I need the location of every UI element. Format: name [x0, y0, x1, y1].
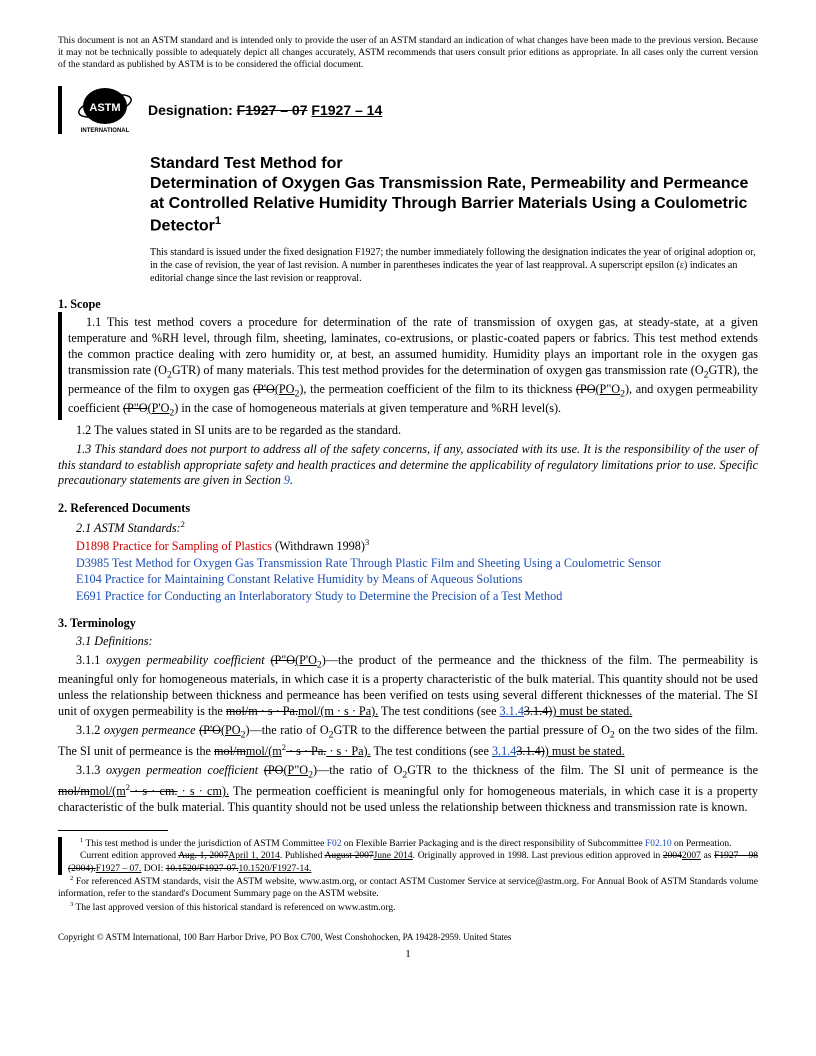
section-refs: 2. Referenced Documents 2.1 ASTM Standar… [58, 501, 758, 604]
reference-item: E104 Practice for Maintaining Constant R… [58, 571, 758, 587]
scope-head: 1. Scope [58, 297, 758, 312]
ref-code[interactable]: D1898 [76, 539, 109, 553]
designation-row: ASTM INTERNATIONAL Designation: F1927 – … [58, 86, 758, 134]
designation: Designation: F1927 – 07 F1927 – 14 [148, 102, 382, 118]
designation-label: Designation: [148, 102, 237, 118]
change-bar [58, 86, 62, 134]
footnote-3: 3 The last approved version of this hist… [58, 901, 758, 915]
reference-item: D3985 Test Method for Oxygen Gas Transmi… [58, 555, 758, 571]
reference-item: D1898 Practice for Sampling of Plastics … [58, 537, 758, 555]
designation-new: F1927 – 14 [311, 102, 382, 118]
para-1-2: 1.2 The values stated in SI units are to… [58, 423, 758, 439]
page-number: 1 [58, 948, 758, 960]
astm-logo: ASTM INTERNATIONAL [74, 86, 136, 134]
para-1-1: 1.1 This test method covers a procedure … [68, 315, 758, 420]
title-line2: Determination of Oxygen Gas Transmission… [150, 175, 748, 234]
page: This document is not an ASTM standard an… [0, 0, 816, 1056]
title: Standard Test Method for Determination o… [150, 154, 758, 236]
title-line1: Standard Test Method for [150, 155, 343, 172]
svg-text:ASTM: ASTM [89, 102, 120, 114]
para-3-1-1: 3.1.1 oxygen permeability coefficient (P… [58, 653, 758, 720]
reference-item: E691 Practice for Conducting an Interlab… [58, 588, 758, 604]
ref-code[interactable]: D3985 [76, 556, 109, 570]
para-3-1-2: 3.1.2 oxygen permeance (P'O(PO2)—the rat… [58, 723, 758, 760]
section-scope: 1. Scope 1.1 This test method covers a p… [58, 297, 758, 489]
para-3-1-3: 3.1.3 oxygen permeation coefficient (PO(… [58, 763, 758, 816]
ref-code[interactable]: E691 [76, 589, 102, 603]
designation-old: F1927 – 07 [237, 102, 308, 118]
title-block: Standard Test Method for Determination o… [150, 154, 758, 285]
ref-title[interactable]: Practice for Conducting an Interlaborato… [102, 589, 563, 603]
term-head: 3. Terminology [58, 616, 758, 631]
title-sup: 1 [215, 215, 221, 227]
issued-note: This standard is issued under the fixed … [150, 246, 758, 285]
footnote-1b: Current edition approved Aug. 1, 2007Apr… [68, 850, 758, 875]
section-terminology: 3. Terminology 3.1 Definitions: 3.1.1 ox… [58, 616, 758, 816]
ref-suffix-sup: 3 [365, 537, 369, 547]
ref-title[interactable]: Practice for Sampling of Plastics [109, 539, 272, 553]
disclaimer: This document is not an ASTM standard an… [58, 36, 758, 72]
footnote-2: 2 For referenced ASTM standards, visit t… [58, 875, 758, 901]
para-3-1: 3.1 Definitions: [58, 634, 758, 650]
ref-title[interactable]: Practice for Maintaining Constant Relati… [102, 572, 523, 586]
copyright: Copyright © ASTM International, 100 Barr… [58, 932, 758, 942]
ref-title[interactable]: Test Method for Oxygen Gas Transmission … [109, 556, 661, 570]
change-bar [58, 837, 62, 875]
change-bar [58, 312, 62, 420]
link-f02-10[interactable]: F02.10 [645, 839, 672, 849]
para-2-1: 2.1 ASTM Standards:2 [58, 519, 758, 537]
footnote-1-row: 1 This test method is under the jurisdic… [58, 837, 758, 875]
refs-head: 2. Referenced Documents [58, 501, 758, 516]
footnote-rule [58, 830, 168, 831]
footnote-1: 1 This test method is under the jurisdic… [68, 837, 758, 851]
ref-code[interactable]: E104 [76, 572, 102, 586]
link-3-1-4[interactable]: 3.1.4 [500, 704, 524, 718]
svg-text:INTERNATIONAL: INTERNATIONAL [81, 128, 130, 134]
ref-suffix: (Withdrawn 1998) [272, 539, 365, 553]
link-3-1-4[interactable]: 3.1.4 [492, 744, 516, 758]
link-f02[interactable]: F02 [327, 839, 342, 849]
para-1-3: 1.3 This standard does not purport to ad… [58, 442, 758, 490]
